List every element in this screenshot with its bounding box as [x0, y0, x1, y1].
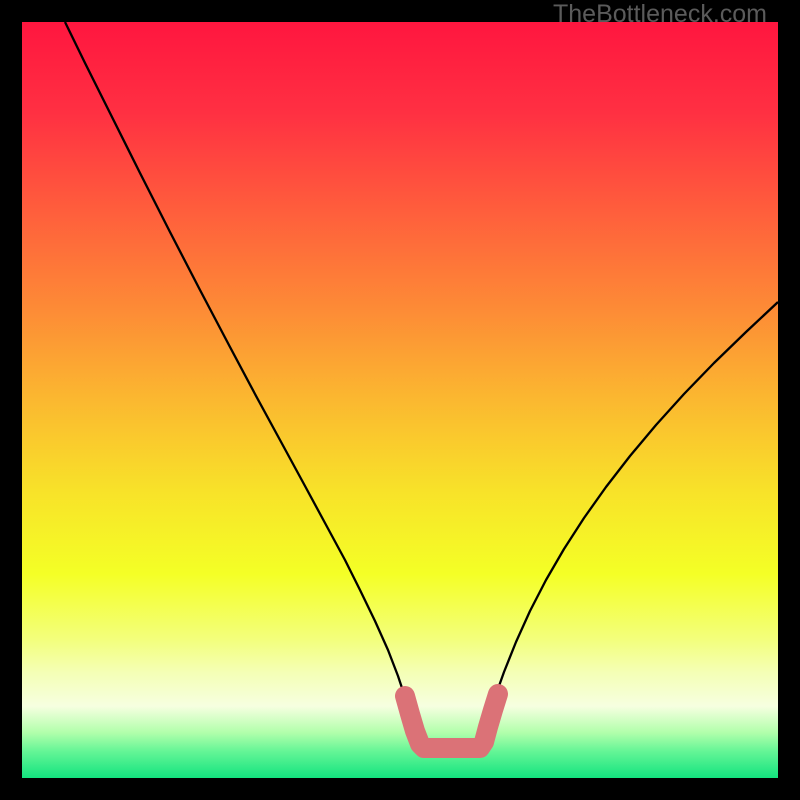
- bottleneck-chart: [0, 0, 800, 800]
- chart-root: TheBottleneck.com: [0, 0, 800, 800]
- gradient-background: [22, 22, 778, 778]
